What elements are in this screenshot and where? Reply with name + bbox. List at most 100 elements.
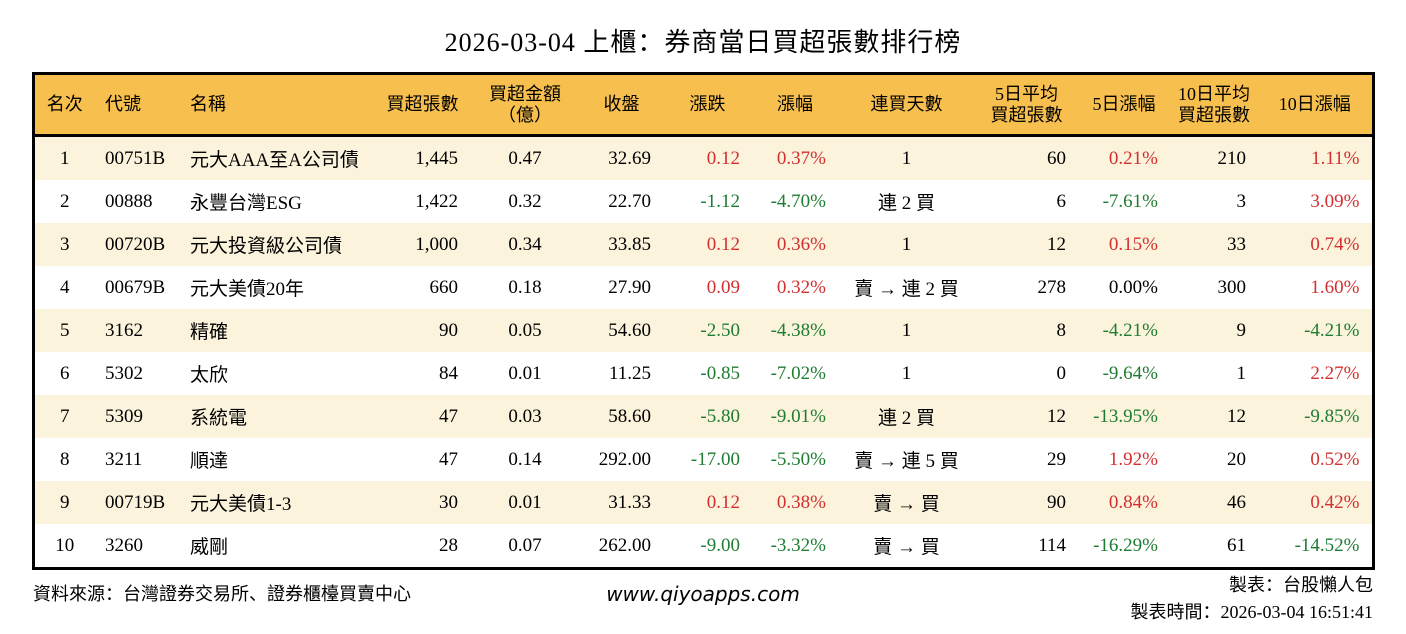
cell-rank: 6 (60, 362, 70, 384)
cell-pct5: -9.64% (1102, 362, 1158, 384)
cell-close: 58.60 (608, 405, 651, 427)
cell-avg10: 12 (1227, 405, 1246, 427)
cell-avg10: 46 (1227, 491, 1246, 513)
made-by-label: 製表：台股懶人包 (1229, 575, 1373, 595)
cell-change_pct: -5.50% (770, 448, 826, 470)
cell-buy_amount: 0.32 (508, 190, 542, 212)
cell-close: 31.33 (608, 491, 651, 513)
cell-close: 262.00 (598, 534, 651, 556)
column-header-change: 漲跌 (663, 73, 752, 137)
cell-change_pct: 0.32% (776, 276, 826, 298)
cell-pct10: 1.11% (1311, 147, 1360, 169)
cell-buy_amount: 0.03 (508, 405, 542, 427)
column-header-name: 名稱 (180, 73, 375, 137)
cell-avg5: 278 (1037, 276, 1067, 298)
table-row: 4 00679B 元大美債20年 660 0.18 27.90 0.09 0.32% 賣 → 連… (33, 266, 1373, 309)
cell-change: 0.12 (706, 491, 740, 513)
cell-buy_volume: 1,445 (415, 147, 458, 169)
cell-change_pct: -3.32% (770, 534, 826, 556)
cell-change: -17.00 (690, 448, 740, 470)
cell-code: 3211 (105, 448, 143, 470)
cell-rank: 7 (60, 405, 70, 427)
cell-code: 00888 (105, 190, 153, 212)
made-time-label: 製表時間：2026-03-04 16:51:41 (1130, 602, 1374, 622)
cell-change: -2.50 (700, 319, 740, 341)
cell-avg10: 20 (1227, 448, 1246, 470)
cell-pct10: 0.42% (1310, 491, 1360, 513)
table-row: 3 00720B 元大投資級公司債 1,000 0.34 33.85 0.12 0.36% 1 1… (33, 223, 1373, 266)
cell-name: 元大美債20年 (190, 279, 305, 300)
cell-avg10: 210 (1217, 147, 1247, 169)
cell-rank: 1 (60, 147, 70, 169)
cell-change: 0.12 (706, 233, 740, 255)
column-header-change_pct: 漲幅 (752, 73, 838, 137)
cell-name: 元大投資級公司債 (190, 236, 343, 257)
table-row: 6 5302 太欣 84 0.01 11.25 -0.85 -7.02% 1 0 -9.64% 1 2.… (33, 352, 1373, 395)
cell-change: -0.85 (700, 362, 740, 384)
cell-avg5: 0 (1056, 362, 1067, 384)
cell-change: 0.12 (706, 147, 740, 169)
cell-buy_volume: 1,000 (415, 233, 458, 255)
cell-pct10: -4.21% (1304, 319, 1360, 341)
cell-streak: 1 (901, 147, 912, 169)
cell-streak: 賣 → 買 (873, 537, 940, 558)
cell-avg5: 114 (1038, 534, 1066, 556)
column-header-streak: 連買天數 (838, 73, 975, 137)
column-header-buy_volume: 買超張數 (375, 73, 470, 137)
cell-change: -1.12 (700, 190, 740, 212)
footer: 資料來源：台灣證券交易所、證券櫃檯買賣中心 www.qiyoapps.com 製… (33, 575, 1373, 632)
website-watermark: www.qiyoapps.com (606, 582, 800, 606)
cell-change_pct: 0.37% (776, 147, 826, 169)
cell-avg5: 60 (1047, 147, 1066, 169)
cell-code: 00720B (105, 233, 166, 255)
cell-pct10: -9.85% (1304, 405, 1360, 427)
cell-avg10: 9 (1236, 319, 1247, 341)
cell-close: 33.85 (608, 233, 651, 255)
cell-name: 太欣 (190, 365, 229, 386)
cell-rank: 3 (60, 233, 70, 255)
table-row: 7 5309 系統電 47 0.03 58.60 -5.80 -9.01% 連 2 買 12 -13… (33, 395, 1373, 438)
cell-pct10: -14.52% (1294, 534, 1360, 556)
cell-rank: 2 (60, 190, 70, 212)
table-row: 1 00751B 元大AAA至A公司債 1,445 0.47 32.69 0.12 0.37%… (33, 135, 1373, 180)
cell-pct5: -7.61% (1102, 190, 1158, 212)
cell-pct10: 0.52% (1310, 448, 1360, 470)
cell-change_pct: -4.38% (770, 319, 826, 341)
cell-change_pct: -4.70% (770, 190, 826, 212)
cell-buy_amount: 0.01 (508, 362, 542, 384)
cell-code: 5309 (105, 405, 143, 427)
cell-avg10: 300 (1217, 276, 1247, 298)
cell-buy_volume: 28 (439, 534, 458, 556)
column-header-pct5: 5日漲幅 (1078, 73, 1170, 137)
cell-code: 5302 (105, 362, 143, 384)
column-header-pct10: 10日漲幅 (1258, 73, 1373, 137)
cell-close: 22.70 (608, 190, 651, 212)
column-header-buy_amount: 買超金額 （億） (470, 73, 580, 137)
column-header-avg5: 5日平均 買超張數 (975, 73, 1078, 137)
cell-streak: 賣 → 連 2 買 (854, 279, 959, 300)
cell-name: 永豐台灣ESG (190, 193, 302, 214)
cell-pct5: 1.92% (1108, 448, 1158, 470)
cell-rank: 4 (60, 276, 70, 298)
table-row: 8 3211 順達 47 0.14 292.00 -17.00 -5.50% 賣 → 連 5 買… (33, 438, 1373, 481)
cell-buy_volume: 660 (429, 276, 459, 298)
cell-name: 元大美債1-3 (190, 494, 292, 515)
cell-buy_amount: 0.14 (508, 448, 542, 470)
cell-streak: 1 (901, 233, 912, 255)
cell-pct5: 0.00% (1108, 276, 1158, 298)
cell-pct5: -4.21% (1102, 319, 1158, 341)
cell-avg5: 12 (1047, 233, 1066, 255)
cell-pct5: 0.21% (1108, 147, 1158, 169)
cell-change_pct: 0.36% (776, 233, 826, 255)
credits: 製表：台股懶人包 製表時間：2026-03-04 16:51:41 (1131, 572, 1374, 626)
cell-streak: 連 2 買 (877, 193, 935, 214)
cell-rank: 8 (60, 448, 70, 470)
cell-code: 00751B (105, 147, 166, 169)
cell-change: 0.09 (706, 276, 740, 298)
cell-streak: 1 (901, 362, 912, 384)
page: 2026-03-04 上櫃：券商當日買超張數排行榜 名次 代號 名稱 買超張數 買超金額… (0, 22, 1406, 632)
cell-avg5: 8 (1056, 319, 1067, 341)
cell-close: 32.69 (608, 147, 651, 169)
cell-avg5: 90 (1047, 491, 1066, 513)
cell-buy_amount: 0.18 (508, 276, 542, 298)
